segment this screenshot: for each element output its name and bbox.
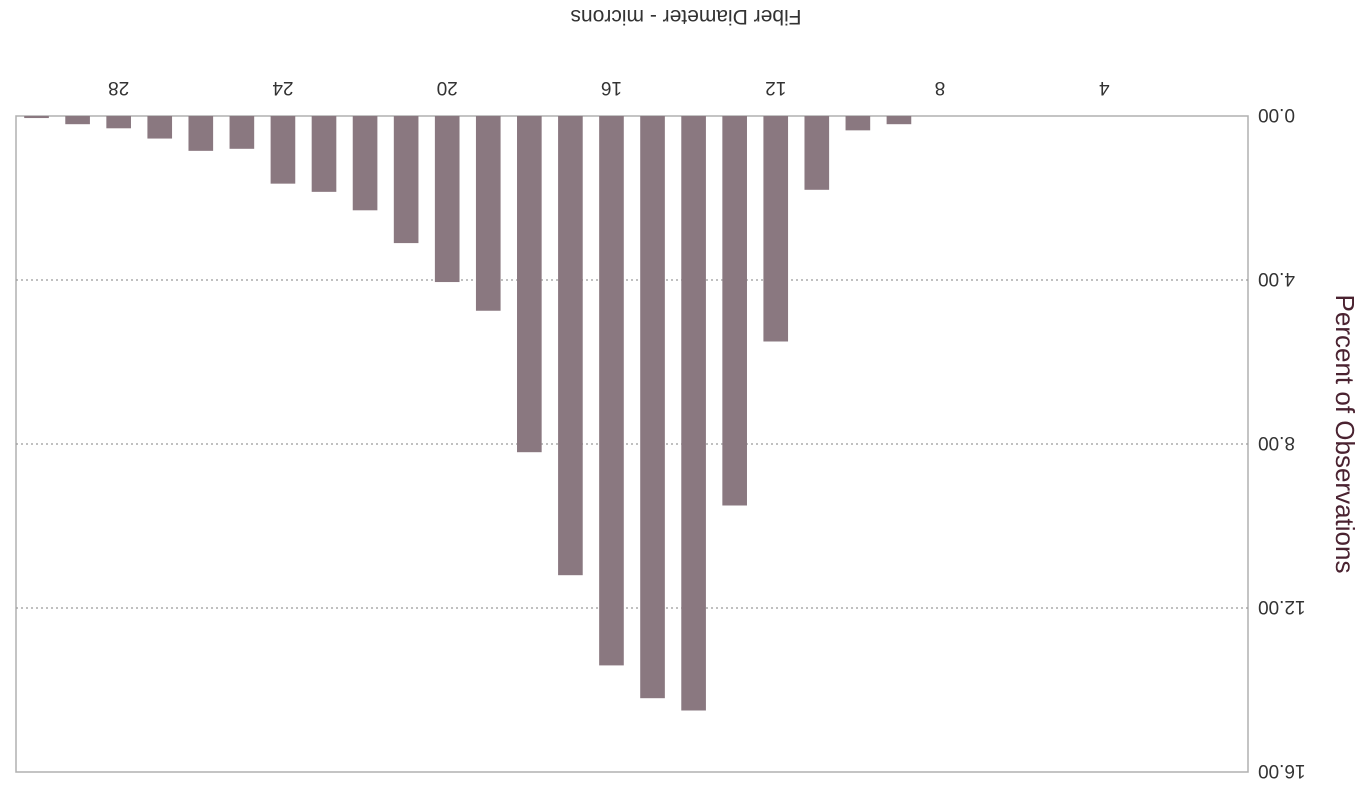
x-tick-label: 12 (765, 77, 786, 98)
histogram-bar (434, 116, 460, 283)
y-tick-label: 16.00 (1258, 760, 1306, 781)
y-tick-label: 4.00 (1258, 268, 1295, 289)
histogram-bar (65, 116, 90, 125)
x-tick-label: 8 (935, 77, 946, 98)
x-tick-label: 24 (272, 77, 294, 98)
histogram-bar (845, 116, 871, 131)
histogram-bar (558, 116, 583, 576)
y-tick-label: 0.00 (1258, 104, 1295, 125)
x-tick-label: 16 (601, 77, 622, 98)
histogram-bar (475, 116, 501, 311)
y-tick-labels: 0.00 4.00 8.00 12.00 16.00 (1258, 104, 1306, 781)
x-tick-label: 20 (437, 77, 458, 98)
bars (24, 116, 912, 711)
y-axis-title: Percent of Observations (1330, 295, 1358, 574)
histogram-bar (804, 116, 830, 190)
histogram-bar (147, 116, 173, 139)
histogram-bar (188, 116, 214, 151)
x-axis-title: Fiber Diameter - microns (570, 5, 801, 28)
histogram-bar (24, 116, 49, 119)
histogram-bar (517, 116, 542, 453)
histogram-bar (311, 116, 337, 192)
x-tick-labels: 4 8 12 16 20 24 28 (108, 77, 1109, 98)
histogram-bar (270, 116, 296, 184)
x-tick-label: 4 (1099, 77, 1110, 98)
histogram-bar (106, 116, 131, 129)
histogram-bar (681, 116, 706, 711)
histogram-bar (229, 116, 255, 149)
histogram-bar (393, 116, 419, 244)
histogram-bar (763, 116, 789, 342)
histogram-bar (722, 116, 747, 506)
histogram-bar (599, 116, 624, 666)
gridlines (16, 279, 1248, 609)
histogram-bar (640, 116, 665, 699)
y-tick-label: 8.00 (1258, 432, 1295, 453)
histogram-bar (352, 116, 378, 211)
x-tick-label: 28 (108, 77, 129, 98)
y-tick-label: 12.00 (1258, 596, 1306, 617)
histogram-bar (886, 116, 912, 125)
